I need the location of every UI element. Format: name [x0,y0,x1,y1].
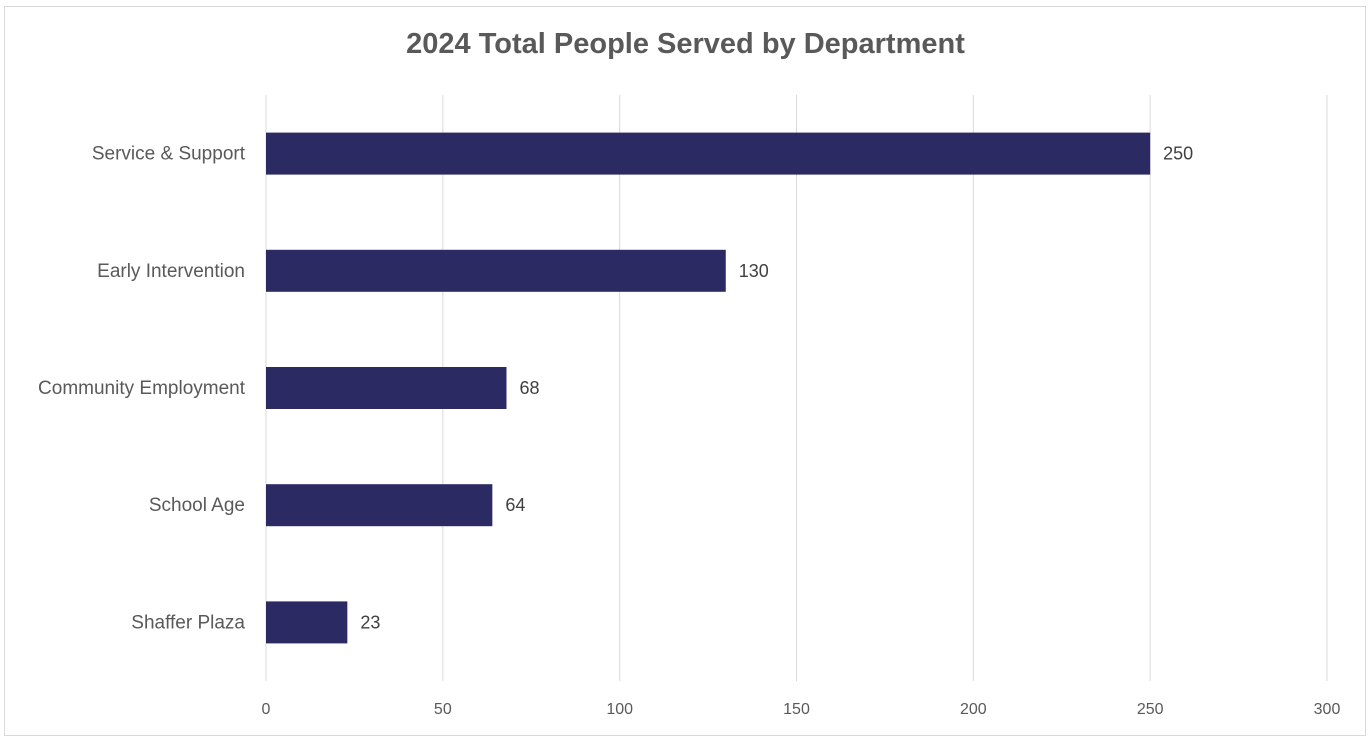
x-tick-label: 50 [434,701,452,718]
x-tick-label: 100 [606,701,633,718]
x-tick-label: 250 [1137,701,1164,718]
category-label: Early Intervention [97,261,245,282]
category-label: Community Employment [38,378,246,399]
data-label: 64 [505,495,525,515]
bar-2 [266,367,507,409]
x-tick-label: 200 [960,701,987,718]
category-label: Shaffer Plaza [131,612,245,633]
category-label: Service & Support [92,144,246,165]
labels: 0 50 100 150 200 250 300 Service & Support 250 Ea… [38,144,1340,718]
data-label: 250 [1163,144,1193,164]
chart-title: 2024 Total People Served by Department [406,28,965,60]
bar-4 [266,601,348,644]
data-label: 130 [739,261,769,281]
x-tick-label: 150 [783,701,810,718]
bar-1 [266,249,726,292]
bar-0 [266,132,1151,175]
data-label: 68 [519,378,539,398]
bar-3 [266,484,493,527]
category-label: School Age [149,495,245,516]
x-tick-label: 300 [1314,701,1341,718]
gridlines [265,95,1328,681]
chart-frame [4,6,1366,736]
data-label: 23 [360,612,380,632]
bars [266,132,1151,644]
x-tick-label: 0 [262,701,271,718]
